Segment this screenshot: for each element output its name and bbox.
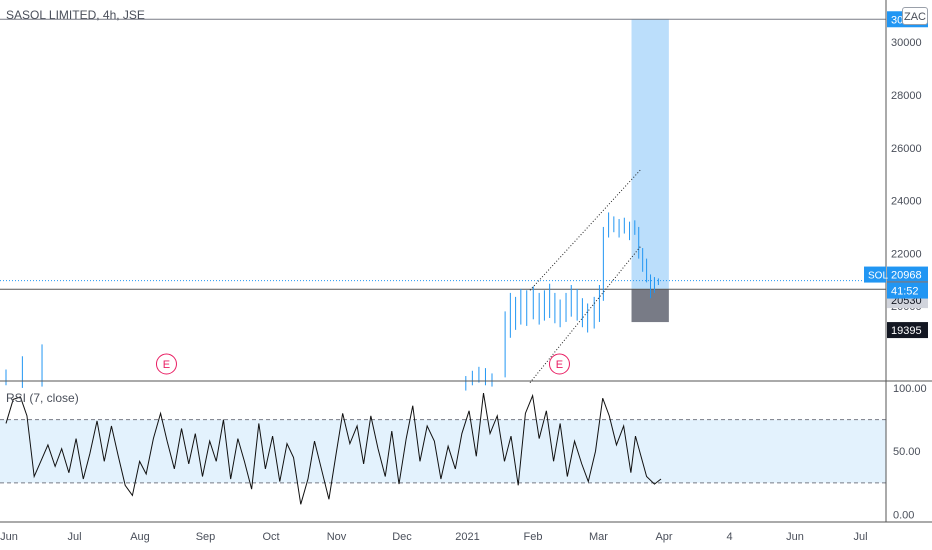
price-label-box <box>887 266 928 283</box>
time-tick-label: Nov <box>327 531 347 543</box>
earnings-marker <box>155 353 177 375</box>
rsi-tick-label: 100.00 <box>893 383 927 395</box>
time-tick-label: Jul <box>853 531 867 543</box>
countdown-label: 41:52 <box>891 286 919 298</box>
target-zone <box>631 19 669 290</box>
price-tick-label: 26000 <box>891 143 922 155</box>
time-tick-label: 2021 <box>455 531 479 543</box>
time-tick-label: Feb <box>524 531 543 543</box>
trend-channel-line <box>529 245 642 383</box>
time-tick-label: Apr <box>655 531 672 543</box>
time-tick-label: Sep <box>196 531 216 543</box>
time-tick-label: Jul <box>67 531 81 543</box>
earnings-marker-label: E <box>163 359 170 371</box>
time-tick-label: Jun <box>0 531 18 543</box>
time-tick-label: Oct <box>262 531 279 543</box>
earnings-marker-label: E <box>556 359 563 371</box>
rsi-indicator-label: RSI (7, close) <box>6 391 79 405</box>
earnings-marker <box>548 353 570 375</box>
price-label: 19395 <box>891 325 922 337</box>
symbol-title: SASOL LIMITED, 4h, JSE <box>6 8 145 22</box>
currency-button[interactable]: ZAC <box>902 7 928 25</box>
trend-channel-line <box>529 168 642 291</box>
symbol-tag: SOL <box>868 271 888 282</box>
time-tick-label: Jun <box>786 531 804 543</box>
rsi-tick-label: 50.00 <box>893 446 921 458</box>
time-tick-label: Mar <box>589 531 608 543</box>
price-tick-label: 22000 <box>891 248 922 260</box>
rsi-band <box>0 419 886 483</box>
price-tick-label: 24000 <box>891 196 922 208</box>
rsi-line <box>5 393 662 505</box>
countdown-box <box>887 282 928 299</box>
price-label: 20968 <box>891 270 922 282</box>
symbol-tag-box <box>864 266 886 283</box>
price-label-box <box>887 322 928 339</box>
time-tick-label: Dec <box>392 531 412 543</box>
time-tick-label: 4 <box>726 531 732 543</box>
price-tick-label: 28000 <box>891 90 922 102</box>
rsi-tick-label: 0.00 <box>893 509 914 521</box>
price-tick-label: 30000 <box>891 37 922 49</box>
time-tick-label: Aug <box>130 531 150 543</box>
